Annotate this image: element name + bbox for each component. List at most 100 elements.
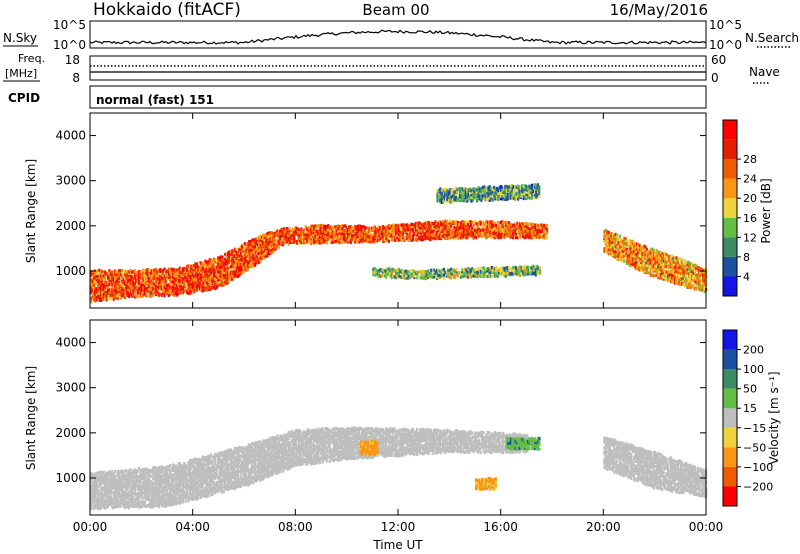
echo-cell	[457, 274, 460, 278]
echo-cell	[386, 225, 389, 229]
echo-cell	[633, 254, 636, 258]
echo-cell	[445, 233, 448, 237]
echo-cell	[655, 269, 658, 273]
echo-cell	[625, 238, 629, 242]
echo-cell	[472, 228, 475, 232]
echo-cell	[505, 197, 508, 201]
echo-cell	[99, 292, 103, 296]
echo-cell	[115, 503, 118, 507]
echo-cell	[327, 228, 330, 232]
echo-cell	[457, 198, 460, 203]
echo-cell	[162, 291, 165, 295]
echo-cell	[204, 278, 207, 283]
echo-cell	[300, 239, 303, 243]
echo-cell	[95, 502, 98, 506]
echo-cell	[488, 221, 491, 225]
echo-cell	[529, 228, 532, 232]
echo-cell	[462, 227, 465, 231]
echo-cell	[149, 280, 152, 284]
echo-cell	[523, 229, 526, 234]
echo-cell	[661, 251, 664, 255]
echo-cell	[334, 233, 337, 237]
echo-cell	[232, 267, 235, 271]
echo-cell	[352, 229, 355, 234]
echo-cell	[535, 192, 538, 196]
echo-cell	[166, 291, 169, 295]
echo-cell	[525, 188, 528, 192]
echo-cell	[259, 250, 262, 254]
echo-cell	[270, 250, 273, 254]
echo-cell	[170, 279, 173, 283]
echo-cell	[98, 491, 101, 495]
echo-cell	[224, 266, 227, 270]
echo-cell	[497, 192, 500, 196]
echo-cell	[469, 231, 472, 235]
echo-cell	[368, 235, 371, 239]
echo-cell	[129, 271, 132, 276]
echo-cell	[306, 233, 309, 237]
echo-cell	[143, 467, 146, 472]
echo-cell	[620, 250, 623, 254]
echo-cell	[400, 270, 403, 274]
echo-cell	[94, 286, 97, 290]
echo-cell	[657, 271, 660, 275]
echo-cell	[630, 248, 633, 252]
echo-cell	[621, 245, 624, 249]
echo-cell	[448, 223, 451, 227]
echo-cell	[211, 263, 214, 267]
echo-cell	[397, 228, 400, 233]
echo-cell	[99, 482, 103, 486]
echo-cell	[221, 261, 224, 265]
echo-cell	[174, 271, 177, 275]
echo-cell	[129, 487, 132, 491]
echo-cell	[153, 284, 156, 289]
echo-cell	[132, 495, 135, 499]
echo-cell	[249, 240, 252, 244]
echo-cell	[423, 237, 426, 241]
echo-cell	[119, 497, 122, 501]
echo-cell	[471, 220, 474, 224]
echo-cell	[466, 190, 469, 194]
echo-cell	[414, 271, 417, 275]
echo-cell	[128, 493, 131, 497]
echo-cell	[183, 272, 186, 276]
echo-cell	[194, 284, 197, 288]
echo-cell	[431, 233, 434, 237]
echo-cell	[159, 284, 162, 288]
echo-cell	[250, 239, 254, 243]
echo-cell	[443, 188, 446, 192]
echo-cell	[620, 237, 623, 242]
echo-cell	[543, 227, 546, 231]
echo-cell	[469, 220, 472, 224]
echo-cell	[234, 270, 237, 274]
echo-cell	[200, 268, 203, 272]
echo-cell	[118, 500, 121, 504]
echo-cell	[267, 231, 271, 235]
echo-cell	[239, 271, 242, 276]
echo-cell	[314, 241, 317, 245]
echo-cell	[654, 258, 657, 263]
echo-cell	[447, 232, 450, 236]
echo-cell	[123, 469, 127, 473]
echo-cell	[318, 224, 321, 228]
echo-cell	[486, 229, 489, 233]
echo-cell	[128, 287, 131, 291]
echo-cell	[657, 250, 660, 255]
echo-cell	[235, 262, 238, 266]
echo-cell	[121, 279, 124, 283]
echo-cell	[672, 260, 675, 264]
echo-cell	[641, 268, 644, 272]
echo-cell	[428, 269, 431, 273]
echo-cell	[119, 488, 122, 492]
echo-cell	[339, 233, 343, 238]
echo-cell	[435, 226, 439, 230]
echo-cell	[435, 232, 439, 236]
echo-cell	[106, 495, 110, 499]
echo-cell	[366, 240, 369, 244]
echo-cell	[101, 274, 104, 278]
echo-cell	[396, 275, 399, 279]
echo-cell	[634, 266, 637, 271]
echo-cell	[187, 264, 190, 268]
echo-cell	[283, 240, 286, 244]
echo-cell	[118, 276, 121, 280]
